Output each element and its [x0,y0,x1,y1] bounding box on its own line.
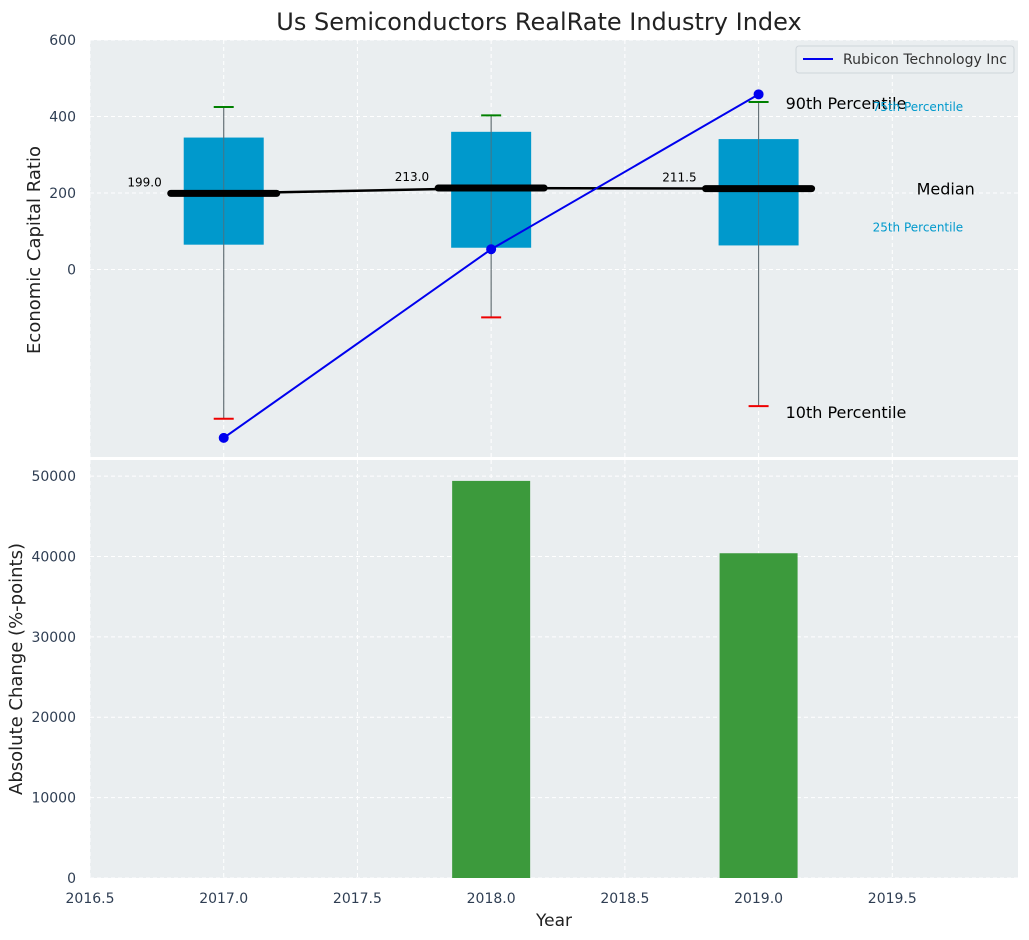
x-ticks: 2016.5 2017.0 2017.5 2018.0 2018.5 2019.0 2019… [66,891,917,907]
chart-title: Us Semiconductors RealRate Industry Inde… [276,8,801,36]
top-y-tick-label: 400 [49,110,76,126]
legend: Rubicon Technology Inc [795,45,1015,74]
bar-2019 [719,553,798,878]
x-tick-label: 2017.0 [199,891,248,907]
legend-entry: Rubicon Technology Inc [843,52,1007,68]
x-tick-label: 2018.5 [600,891,649,907]
bottom-panel-background [90,460,1018,878]
median-value-label: 211.5 [662,171,696,185]
series-point [486,244,497,255]
top-y-tick-label: 0 [67,263,76,279]
x-tick-label: 2016.5 [66,891,115,907]
rubicon-series [218,89,764,443]
box-plots: 199.0 213.0 211.5 [127,100,816,420]
annotation-10th: 10th Percentile [786,403,907,422]
bottom-y-axis-label: Absolute Change (%-points) [6,543,27,795]
bottom-grid [89,460,1018,879]
top-y-axis-label: Economic Capital Ratio [24,146,45,354]
top-y-tick-label: 600 [49,33,76,49]
series-point [218,432,229,443]
top-y-tick-label: 200 [49,186,76,202]
series-point [753,89,764,100]
annotation-90th: 90th Percentile [786,94,907,113]
x-tick-label: 2018.0 [467,891,516,907]
annotation-75th: 75th Percentile [873,100,964,114]
top-y-ticks: 0 200 400 600 [49,33,76,279]
bottom-y-tick-label: 40000 [31,549,76,565]
bottom-y-tick-label: 10000 [31,791,76,807]
bottom-y-tick-label: 50000 [31,469,76,485]
x-tick-label: 2019.5 [868,891,917,907]
median-value-label: 213.0 [395,170,429,184]
x-tick-label: 2019.0 [734,891,783,907]
bottom-y-tick-label: 0 [67,871,76,887]
median-value-label: 199.0 [127,175,161,189]
median-trend-line [223,186,759,195]
legend-box [795,45,1015,74]
x-axis-label: Year [535,911,572,931]
bars [452,480,798,878]
bar-2018 [452,480,531,878]
bottom-y-tick-label: 30000 [31,630,76,646]
bottom-y-tick-label: 20000 [31,710,76,726]
annotation-median: Median [917,180,975,199]
annotation-25th: 25th Percentile [873,220,964,234]
x-tick-label: 2017.5 [333,891,382,907]
bottom-y-ticks: 0 10000 20000 30000 40000 50000 [31,469,76,887]
top-panel-background [90,40,1018,457]
